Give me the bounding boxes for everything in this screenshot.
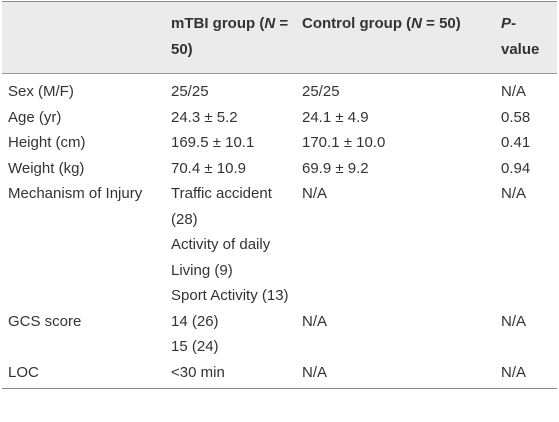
table-cell: 24.3 ± 5.2: [165, 105, 296, 131]
header-cell: Control group (N = 50): [296, 2, 495, 74]
cell-text: 69.9 ± 9.2: [302, 159, 369, 177]
table-cell: 0.94: [495, 156, 557, 182]
cell-text: N/A: [501, 83, 527, 100]
table-row: Age (yr) 24.3 ± 5.2 24.1 ± 4.9 0.58: [2, 105, 557, 131]
table-cell: N/A: [495, 360, 557, 389]
cell-text: 170.1 ± 10.0: [302, 134, 386, 151]
table-cell: N/A: [495, 309, 557, 360]
table-cell: LOC: [2, 360, 165, 389]
table-cell: 169.5 ± 10.1: [165, 130, 296, 156]
cell-line: Sport Activity (13): [171, 287, 289, 304]
cell-text: 0.58: [501, 108, 531, 126]
header-text: Control group (: [302, 15, 412, 32]
table-cell: Mechanism of Injury: [2, 181, 165, 309]
cell-text: N/A: [501, 185, 527, 202]
table-cell: <30 min: [165, 360, 296, 389]
header-row: mTBI group (N = 50) Control group (N = 50…: [2, 1, 557, 74]
cell-text: 0.94: [501, 159, 531, 177]
table-cell: Sex (M/F): [2, 74, 165, 105]
header-cell: [2, 2, 165, 74]
cell-text: N/A: [302, 312, 328, 330]
cell-text: 70.4 ± 10.9: [171, 159, 246, 177]
table-cell: N/A: [296, 181, 495, 309]
cell-text: Age (yr): [8, 108, 62, 126]
data-table: mTBI group (N = 50) Control group (N = 50…: [2, 1, 557, 389]
table-row: Mechanism of Injury Traffic accident (28)…: [2, 181, 557, 309]
cell-text: 24.1 ± 4.9: [302, 108, 369, 126]
cell-text: N/A: [302, 363, 328, 381]
table-cell: N/A: [495, 74, 557, 105]
table-cell: 24.1 ± 4.9: [296, 105, 495, 131]
table-cell: Age (yr): [2, 105, 165, 131]
cell-text: GCS score: [8, 312, 82, 330]
cell-text: Sex (M/F): [8, 83, 74, 100]
header-text: -value: [501, 15, 540, 58]
header-text: N: [411, 15, 422, 32]
header-text: P: [501, 15, 512, 32]
table-cell: N/A: [495, 181, 557, 309]
table-cell: 0.41: [495, 130, 557, 156]
cell-text: 0.41: [501, 134, 531, 151]
header-text: mTBI group (: [171, 15, 265, 32]
table-cell: 69.9 ± 9.2: [296, 156, 495, 182]
cell-text: N/A: [501, 312, 527, 330]
cell-text: Weight (kg): [8, 159, 85, 177]
header-cell: P-value: [495, 2, 557, 74]
table-row: Sex (M/F) 25/25 25/25 N/A: [2, 74, 557, 105]
table-cell: Traffic accident (28) Activity of daily L…: [165, 181, 296, 309]
table-cell: 70.4 ± 10.9: [165, 156, 296, 182]
table-header: mTBI group (N = 50) Control group (N = 50…: [2, 1, 557, 74]
cell-text: Height (cm): [8, 134, 86, 151]
table-cell: 170.1 ± 10.0: [296, 130, 495, 156]
cell-text: 25/25: [171, 83, 209, 100]
cell-text: 169.5 ± 10.1: [171, 134, 255, 151]
table-cell: Height (cm): [2, 130, 165, 156]
header-text: = 50): [171, 15, 289, 58]
cell-line: 14 (26): [171, 312, 219, 330]
table-row: Weight (kg) 70.4 ± 10.9 69.9 ± 9.2 0.94: [2, 156, 557, 182]
cell-line: Activity of daily Living (9): [171, 236, 271, 279]
cell-text: Mechanism of Injury: [8, 185, 143, 202]
table-cell: N/A: [296, 360, 495, 389]
cell-text: N/A: [501, 363, 527, 381]
cell-text: <30 min: [171, 363, 225, 381]
header-text: = 50): [421, 15, 461, 32]
cell-line: Traffic accident (28): [171, 185, 272, 228]
table-row: GCS score 14 (26) 15 (24) N/A N/A: [2, 309, 557, 360]
table-cell: GCS score: [2, 309, 165, 360]
cell-text: N/A: [302, 185, 328, 202]
cell-text: 25/25: [302, 83, 340, 100]
table-cell: 0.58: [495, 105, 557, 131]
table-cell: Weight (kg): [2, 156, 165, 182]
table-cell: 25/25: [296, 74, 495, 105]
table-body: Sex (M/F) 25/25 25/25 N/A Age (yr) 24.3 ± 5.2…: [2, 74, 557, 389]
header-text: N: [264, 15, 276, 32]
table-row: LOC <30 min N/A N/A: [2, 360, 557, 389]
table-row: Height (cm) 169.5 ± 10.1 170.1 ± 10.0 0.41: [2, 130, 557, 156]
table-cell: 14 (26) 15 (24): [165, 309, 296, 360]
header-cell: mTBI group (N = 50): [165, 2, 296, 74]
cell-text: LOC: [8, 363, 39, 381]
cell-text: 24.3 ± 5.2: [171, 108, 238, 126]
table-cell: 25/25: [165, 74, 296, 105]
table-cell: N/A: [296, 309, 495, 360]
cell-line: 15 (24): [171, 338, 219, 355]
